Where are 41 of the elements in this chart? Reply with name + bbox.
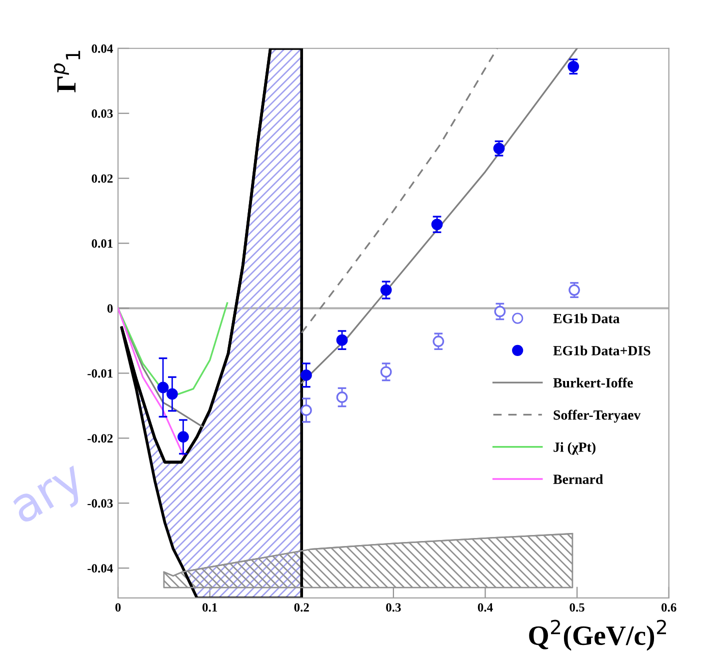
y-tick-label: -0.04	[88, 564, 113, 573]
y-axis-title: Γ$^{p}$$_{1}$	[54, 50, 80, 92]
legend-label: Soffer-Teryaev	[554, 410, 641, 423]
x-tick-label: 0	[115, 603, 121, 612]
point	[300, 404, 312, 416]
point	[568, 284, 580, 296]
x-tick-label: 0.5	[570, 603, 584, 612]
point	[336, 392, 348, 403]
x-tick-label: 0.6	[662, 603, 676, 612]
point	[568, 60, 580, 72]
point	[432, 336, 444, 348]
legend-label: Bernard	[553, 474, 604, 484]
y-tick-label: -0.03	[88, 499, 113, 508]
line-series	[300, 48, 498, 334]
x-tick-label: 0.3	[386, 603, 401, 612]
y-tick-label: 0.03	[92, 109, 113, 118]
point	[493, 142, 505, 154]
x-tick-label: 0.2	[294, 603, 309, 612]
line-series	[118, 307, 184, 456]
legend-label: Burkert-Ioffe	[553, 378, 633, 388]
legend-label: EG1b Data	[553, 314, 620, 324]
point	[157, 382, 169, 394]
point	[380, 284, 392, 296]
y-tick-label: 0.01	[92, 239, 113, 248]
y-tick-label: -0.02	[88, 434, 113, 443]
legend-label: EG1b Data+DIS	[553, 346, 650, 356]
y-tick-label: -0.01	[88, 369, 113, 378]
x-tick-label: 0.1	[202, 603, 217, 612]
y-tick-label: 0.04	[92, 44, 113, 53]
point	[300, 369, 312, 381]
y-tick-label: 0	[107, 304, 113, 313]
x-axis-title: Q$^{2}$(GeV/c)$^{2}$	[529, 620, 666, 651]
point	[431, 218, 443, 230]
point	[166, 388, 178, 400]
y-tick-label: 0.02	[92, 174, 113, 183]
x-tick-label: 0.4	[478, 603, 493, 612]
point	[494, 306, 506, 318]
legend-label: Ji (χPt)	[554, 442, 596, 455]
point	[178, 431, 189, 443]
point	[336, 334, 348, 346]
point	[380, 366, 392, 378]
